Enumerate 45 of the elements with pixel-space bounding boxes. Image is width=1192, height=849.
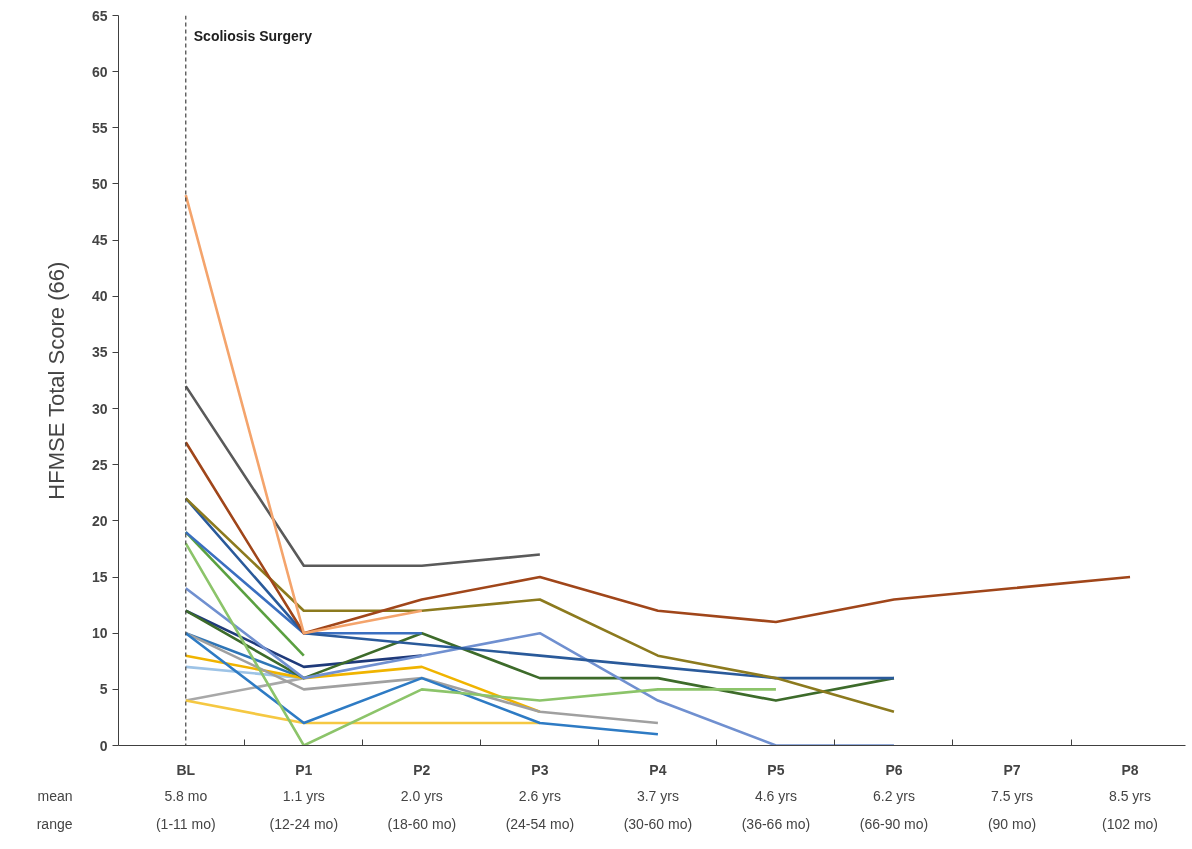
text: 1.1 yrs bbox=[282, 788, 325, 805]
y-tick-label: 40 bbox=[91, 288, 108, 305]
y-tick-label: 50 bbox=[91, 175, 108, 192]
ref-line-label: Scoliosis Surgery bbox=[193, 27, 313, 44]
text: mean bbox=[37, 788, 73, 805]
text: (66-90 mo) bbox=[859, 816, 929, 832]
y-axis-title: HFMSE Total Score (66) bbox=[43, 261, 69, 500]
text: 7.5 yrs bbox=[990, 788, 1033, 805]
y-tick-label: 10 bbox=[91, 625, 108, 642]
text: 8.5 yrs bbox=[1109, 788, 1152, 805]
y-tick-label: 45 bbox=[91, 232, 108, 249]
text: (12-24 mo) bbox=[269, 816, 339, 832]
text: 3.7 yrs bbox=[636, 788, 679, 805]
x-tick-label: P8 bbox=[1121, 761, 1139, 778]
text: (90 mo) bbox=[987, 816, 1037, 832]
y-tick-label: 25 bbox=[91, 456, 108, 473]
text: 2.0 yrs bbox=[400, 788, 443, 805]
x-tick-label: P6 bbox=[885, 761, 903, 778]
x-tick-label: P2 bbox=[413, 761, 431, 778]
text: range bbox=[36, 816, 73, 832]
text: (30-60 mo) bbox=[623, 816, 693, 832]
text: 2.6 yrs bbox=[518, 788, 561, 805]
x-tick-label: P3 bbox=[531, 761, 549, 778]
x-tick-label: P5 bbox=[767, 761, 785, 778]
text: (36-66 mo) bbox=[741, 816, 811, 832]
text: 4.6 yrs bbox=[754, 788, 797, 805]
text: (1-11 mo) bbox=[155, 816, 216, 832]
x-tick-label: BL bbox=[176, 761, 196, 778]
y-tick-label: 0 bbox=[99, 737, 108, 754]
text: 5.8 mo bbox=[164, 788, 208, 805]
y-tick-label: 35 bbox=[91, 344, 108, 361]
y-tick-label: 55 bbox=[91, 119, 108, 136]
x-tick-label: P4 bbox=[649, 761, 667, 778]
text: (102 mo) bbox=[1102, 816, 1159, 832]
text: (18-60 mo) bbox=[387, 816, 457, 832]
x-tick-label: P7 bbox=[1003, 761, 1021, 778]
y-tick-label: 30 bbox=[91, 400, 108, 417]
text: (24-54 mo) bbox=[505, 816, 575, 832]
y-tick-label: 20 bbox=[91, 512, 108, 529]
y-tick-label: 5 bbox=[99, 681, 108, 698]
text: 6.2 yrs bbox=[872, 788, 915, 805]
y-tick-label: 15 bbox=[91, 569, 108, 586]
y-tick-label: 60 bbox=[91, 63, 108, 80]
x-tick-label: P1 bbox=[295, 761, 313, 778]
y-tick-label: 65 bbox=[91, 7, 108, 24]
